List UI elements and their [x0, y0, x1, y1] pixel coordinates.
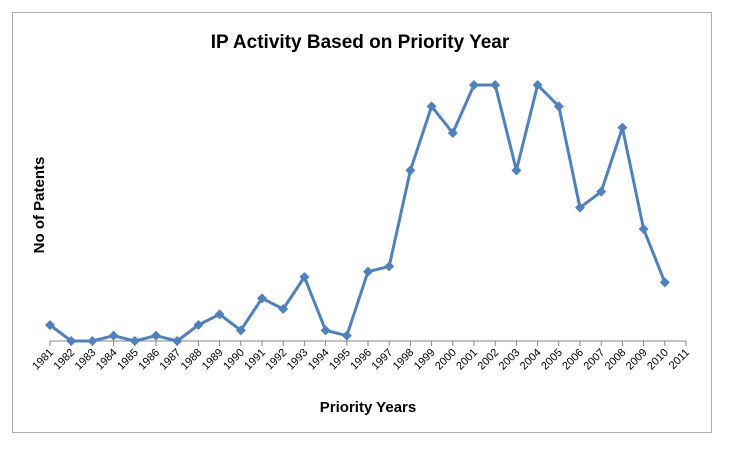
x-tick-label: 1988: [179, 347, 205, 373]
data-point-1997: [384, 261, 395, 272]
data-point-1999: [426, 101, 437, 112]
x-tick-label: 2009: [624, 347, 650, 373]
x-tick-label: 1992: [264, 347, 290, 373]
data-point-1984: [108, 330, 119, 341]
x-tick-label: 1998: [391, 347, 417, 373]
x-tick-label: 1990: [221, 347, 247, 373]
data-point-1998: [405, 165, 416, 176]
chart-frame: [12, 12, 712, 433]
x-tick-label: 1986: [136, 347, 162, 373]
y-axis-label: No of Patents: [31, 157, 48, 254]
data-point-2002: [490, 80, 501, 90]
x-tick-label: 2005: [539, 347, 565, 373]
x-tick-label: 1994: [306, 347, 332, 373]
data-point-2008: [617, 122, 628, 133]
x-tick-label: 2001: [454, 347, 480, 373]
data-point-1994: [320, 325, 331, 336]
x-axis-label: Priority Years: [320, 399, 416, 416]
chart-title: IP Activity Based on Priority Year: [211, 32, 510, 53]
data-point-2006: [575, 202, 585, 213]
data-point-1990: [235, 325, 246, 336]
x-tick-label: 1981: [30, 347, 56, 373]
x-tick-label: 2010: [645, 347, 671, 373]
series-line: [49, 83, 667, 343]
x-tick-label: 2006: [560, 347, 586, 373]
data-point-2001: [469, 80, 479, 90]
data-point-1989: [214, 309, 225, 320]
data-point-1996: [363, 266, 373, 277]
x-tick-label: 1999: [412, 347, 438, 373]
data-point-2004: [532, 80, 543, 90]
data-point-1986: [151, 330, 161, 341]
x-tick-label: 1987: [158, 347, 184, 373]
x-tick-label: 1985: [115, 347, 141, 373]
x-tick-label: 1995: [327, 347, 353, 373]
x-tick-label: 1997: [370, 347, 396, 373]
x-tick-label: 2002: [476, 347, 502, 373]
x-tick-label: 2004: [518, 347, 544, 373]
x-tick-label: 2011: [667, 347, 692, 372]
data-point-2007: [596, 186, 607, 197]
x-tick-label: 2007: [582, 347, 608, 373]
data-point-1985: [129, 336, 140, 346]
data-point-1983: [87, 336, 98, 346]
data-point-2005: [553, 101, 564, 112]
data-point-2003: [511, 165, 522, 176]
x-tick-label: 1993: [285, 347, 311, 373]
data-point-1995: [341, 330, 352, 341]
x-tick-label: 1982: [52, 347, 78, 373]
x-tick-label: 2003: [497, 347, 523, 373]
x-tick-label: 1983: [73, 347, 99, 373]
x-tick-label: 2000: [433, 347, 459, 373]
x-tick-label: 1989: [200, 347, 226, 373]
data-point-1991: [257, 293, 267, 304]
x-tick-label: 2008: [603, 347, 629, 373]
x-tick-label: 1996: [348, 347, 374, 373]
data-point-2010: [659, 277, 670, 288]
data-point-1981: [45, 320, 55, 330]
data-point-1993: [299, 272, 310, 282]
data-point-1987: [172, 336, 183, 346]
data-point-2009: [638, 224, 649, 234]
data-point-1988: [193, 320, 204, 330]
data-point-1982: [66, 336, 77, 346]
data-point-2000: [447, 128, 458, 138]
data-point-1992: [278, 304, 289, 314]
x-tick-label: 1984: [94, 347, 120, 373]
x-tick-label: 1991: [242, 347, 268, 373]
